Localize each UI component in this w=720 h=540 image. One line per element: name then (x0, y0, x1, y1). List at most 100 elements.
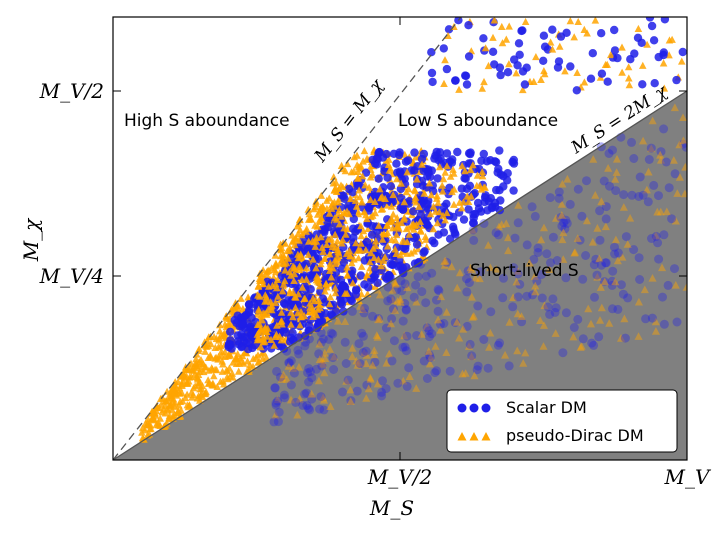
dirac-point (198, 389, 206, 397)
dirac-point (161, 409, 170, 417)
dirac-point-faded (611, 175, 620, 183)
dirac-point (253, 320, 262, 328)
scalar-point (338, 281, 347, 290)
scalar-point-faded (578, 334, 588, 344)
scalar-point (495, 146, 504, 155)
scalar-point-faded (486, 307, 496, 317)
dirac-point (580, 25, 589, 33)
dirac-point-faded (459, 325, 468, 333)
dirac-point (206, 353, 215, 361)
scalar-point-faded (383, 296, 393, 306)
dirac-point-faded (471, 273, 480, 282)
scalar-point (518, 26, 527, 35)
scalar-point-faded (573, 184, 583, 194)
dirac-point (305, 210, 314, 218)
dirac-point-faded (434, 315, 443, 324)
dirac-point-faded (385, 349, 394, 358)
scalar-point (494, 164, 503, 173)
dirac-point-faded (458, 369, 467, 378)
dirac-point (277, 336, 286, 344)
scalar-point-faded (618, 289, 628, 299)
scalar-point-faded (527, 202, 537, 212)
dirac-point-faded (315, 339, 324, 348)
dirac-point (271, 265, 279, 273)
scalar-point-faded (559, 218, 569, 228)
scalar-point (496, 70, 505, 80)
dirac-point (261, 297, 269, 305)
scalar-point-faded (293, 345, 303, 355)
legend-scalar-marker (457, 403, 467, 413)
scalar-point (368, 274, 377, 283)
dirac-point (271, 251, 280, 259)
dirac-point (372, 237, 380, 245)
scalar-point-faded (659, 230, 669, 240)
scalar-point-faded (681, 142, 687, 152)
dirac-point-faded (346, 385, 355, 394)
scalar-point-faded (304, 364, 314, 373)
dirac-point (413, 175, 421, 183)
dirac-point (175, 401, 183, 409)
scalar-point-faded (581, 251, 591, 260)
dirac-point-faded (644, 167, 653, 176)
scalar-point (453, 147, 462, 157)
scalar-point-faded (558, 348, 568, 358)
dirac-point (211, 365, 219, 373)
dirac-point (601, 60, 610, 68)
scalar-point-faded (661, 157, 671, 167)
dirac-point (311, 221, 319, 229)
scalar-point-faded (442, 257, 452, 267)
dirac-point (225, 350, 233, 358)
scalar-point-faded (304, 404, 313, 413)
scalar-point-faded (424, 332, 434, 342)
dirac-point-faded (315, 355, 324, 363)
scalar-point (468, 218, 478, 228)
dirac-point (292, 234, 300, 242)
dirac-point (352, 202, 361, 210)
dirac-point-faded (619, 203, 628, 211)
dirac-point (561, 67, 569, 75)
dirac-point (639, 61, 647, 69)
dirac-point-faded (651, 327, 660, 335)
dirac-point (320, 254, 329, 262)
dirac-point-faded (271, 411, 280, 419)
dirac-point (352, 239, 360, 247)
scalar-point-faded (601, 214, 611, 224)
dirac-point (314, 274, 323, 282)
scalar-point (336, 298, 346, 307)
scalar-point (678, 47, 687, 57)
dirac-point (277, 317, 286, 325)
dirac-point (302, 227, 310, 235)
scalar-point-faded (638, 190, 648, 200)
scalar-point (374, 174, 383, 183)
legend-dirac-marker (481, 432, 491, 441)
scalar-point (318, 225, 327, 234)
dirac-point (358, 198, 366, 206)
scalar-point-faded (522, 291, 532, 301)
dirac-point (458, 204, 466, 212)
scalar-point-faded (433, 306, 443, 316)
scalar-point-faded (271, 398, 281, 408)
dirac-point (402, 224, 411, 233)
dirac-point (146, 421, 155, 429)
scalar-point (348, 188, 357, 197)
scalar-point (410, 166, 419, 175)
dirac-point-faded (467, 292, 476, 301)
scalar-point (444, 25, 454, 34)
dirac-point (570, 33, 578, 41)
dirac-point (343, 249, 351, 257)
dirac-point-faded (670, 103, 679, 112)
dirac-point-faded (330, 352, 339, 361)
scalar-point-faded (396, 276, 406, 286)
dirac-point (229, 373, 237, 381)
scalar-point-faded (273, 417, 283, 427)
dirac-point (433, 192, 441, 200)
scalar-point (464, 52, 474, 61)
scalar-point-faded (479, 219, 489, 228)
scalar-point (386, 259, 395, 269)
dirac-point (258, 313, 267, 321)
scalar-point (226, 336, 235, 345)
scalar-point (610, 25, 619, 35)
dirac-point-faded (634, 332, 643, 340)
scalar-point (510, 55, 519, 64)
dirac-point-faded (525, 258, 534, 267)
